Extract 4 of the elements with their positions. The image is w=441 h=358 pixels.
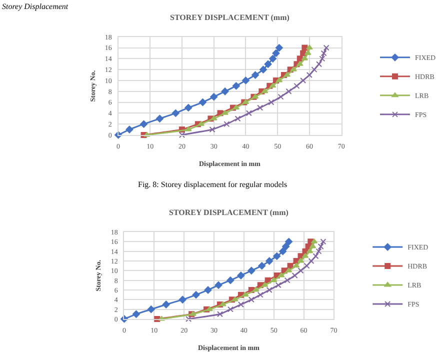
text: Storey Displacement [2, 2, 69, 11]
caption: Fig. 8: Storey displacement for regular models [138, 180, 288, 189]
chart-title: STOREY DISPLACEMENT (mm) [170, 13, 290, 22]
chart-title: STOREY DISPLACEMENT (mm) [169, 208, 289, 217]
